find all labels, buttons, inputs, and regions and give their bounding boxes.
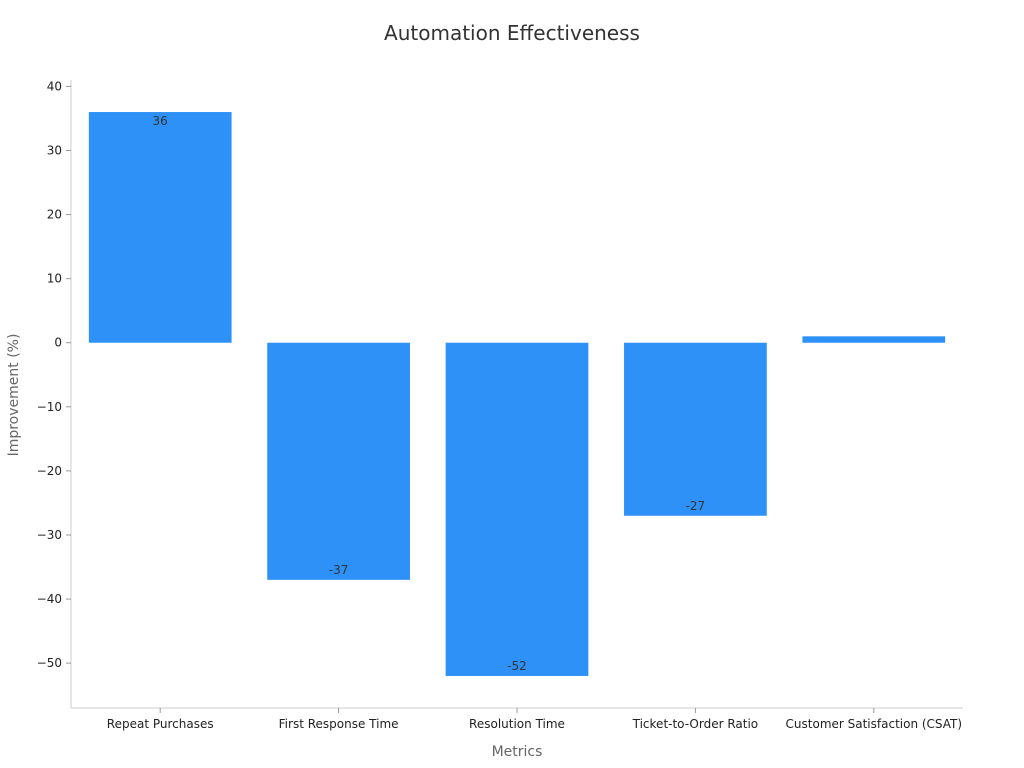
x-tick-label: Repeat Purchases (107, 717, 214, 731)
y-tick-label: −10 (37, 400, 62, 414)
y-tick-label: 0 (54, 336, 62, 350)
y-tick-label: 40 (47, 79, 62, 93)
data-labels-layer: 36 -37 -52 -27 (153, 114, 706, 673)
bar-data-label: 36 (153, 114, 168, 128)
chart-title: Automation Effectiveness (384, 21, 640, 45)
bar (802, 336, 946, 343)
y-tick-label: 30 (47, 143, 62, 157)
y-tick-label: −30 (37, 528, 62, 542)
x-tick-label: Customer Satisfaction (CSAT) (786, 717, 963, 731)
y-tick-label: −50 (37, 656, 62, 670)
x-axis-title: Metrics (492, 744, 543, 760)
y-tick-label: 10 (47, 272, 62, 286)
y-tick-label: −20 (37, 464, 62, 478)
bar-data-label: -52 (507, 659, 527, 673)
bar-data-label: -27 (686, 499, 706, 513)
x-tick-label: First Response Time (279, 717, 399, 731)
y-tick-label: −40 (37, 592, 62, 606)
x-tick-label: Resolution Time (469, 717, 565, 731)
x-axis: Repeat Purchases First Response Time Resol… (71, 707, 963, 731)
y-tick-label: 20 (47, 208, 62, 222)
bar (267, 342, 410, 580)
bars-layer (88, 112, 946, 676)
y-axis: 40 30 20 10 0 −10 −20 −30 −40 −50 (37, 79, 72, 708)
y-axis-title: Improvement (%) (6, 334, 22, 457)
bar (445, 342, 589, 676)
bar (624, 342, 767, 516)
bar-data-label: -37 (329, 563, 349, 577)
bar (88, 112, 232, 343)
x-tick-label: Ticket-to-Order Ratio (632, 717, 759, 731)
